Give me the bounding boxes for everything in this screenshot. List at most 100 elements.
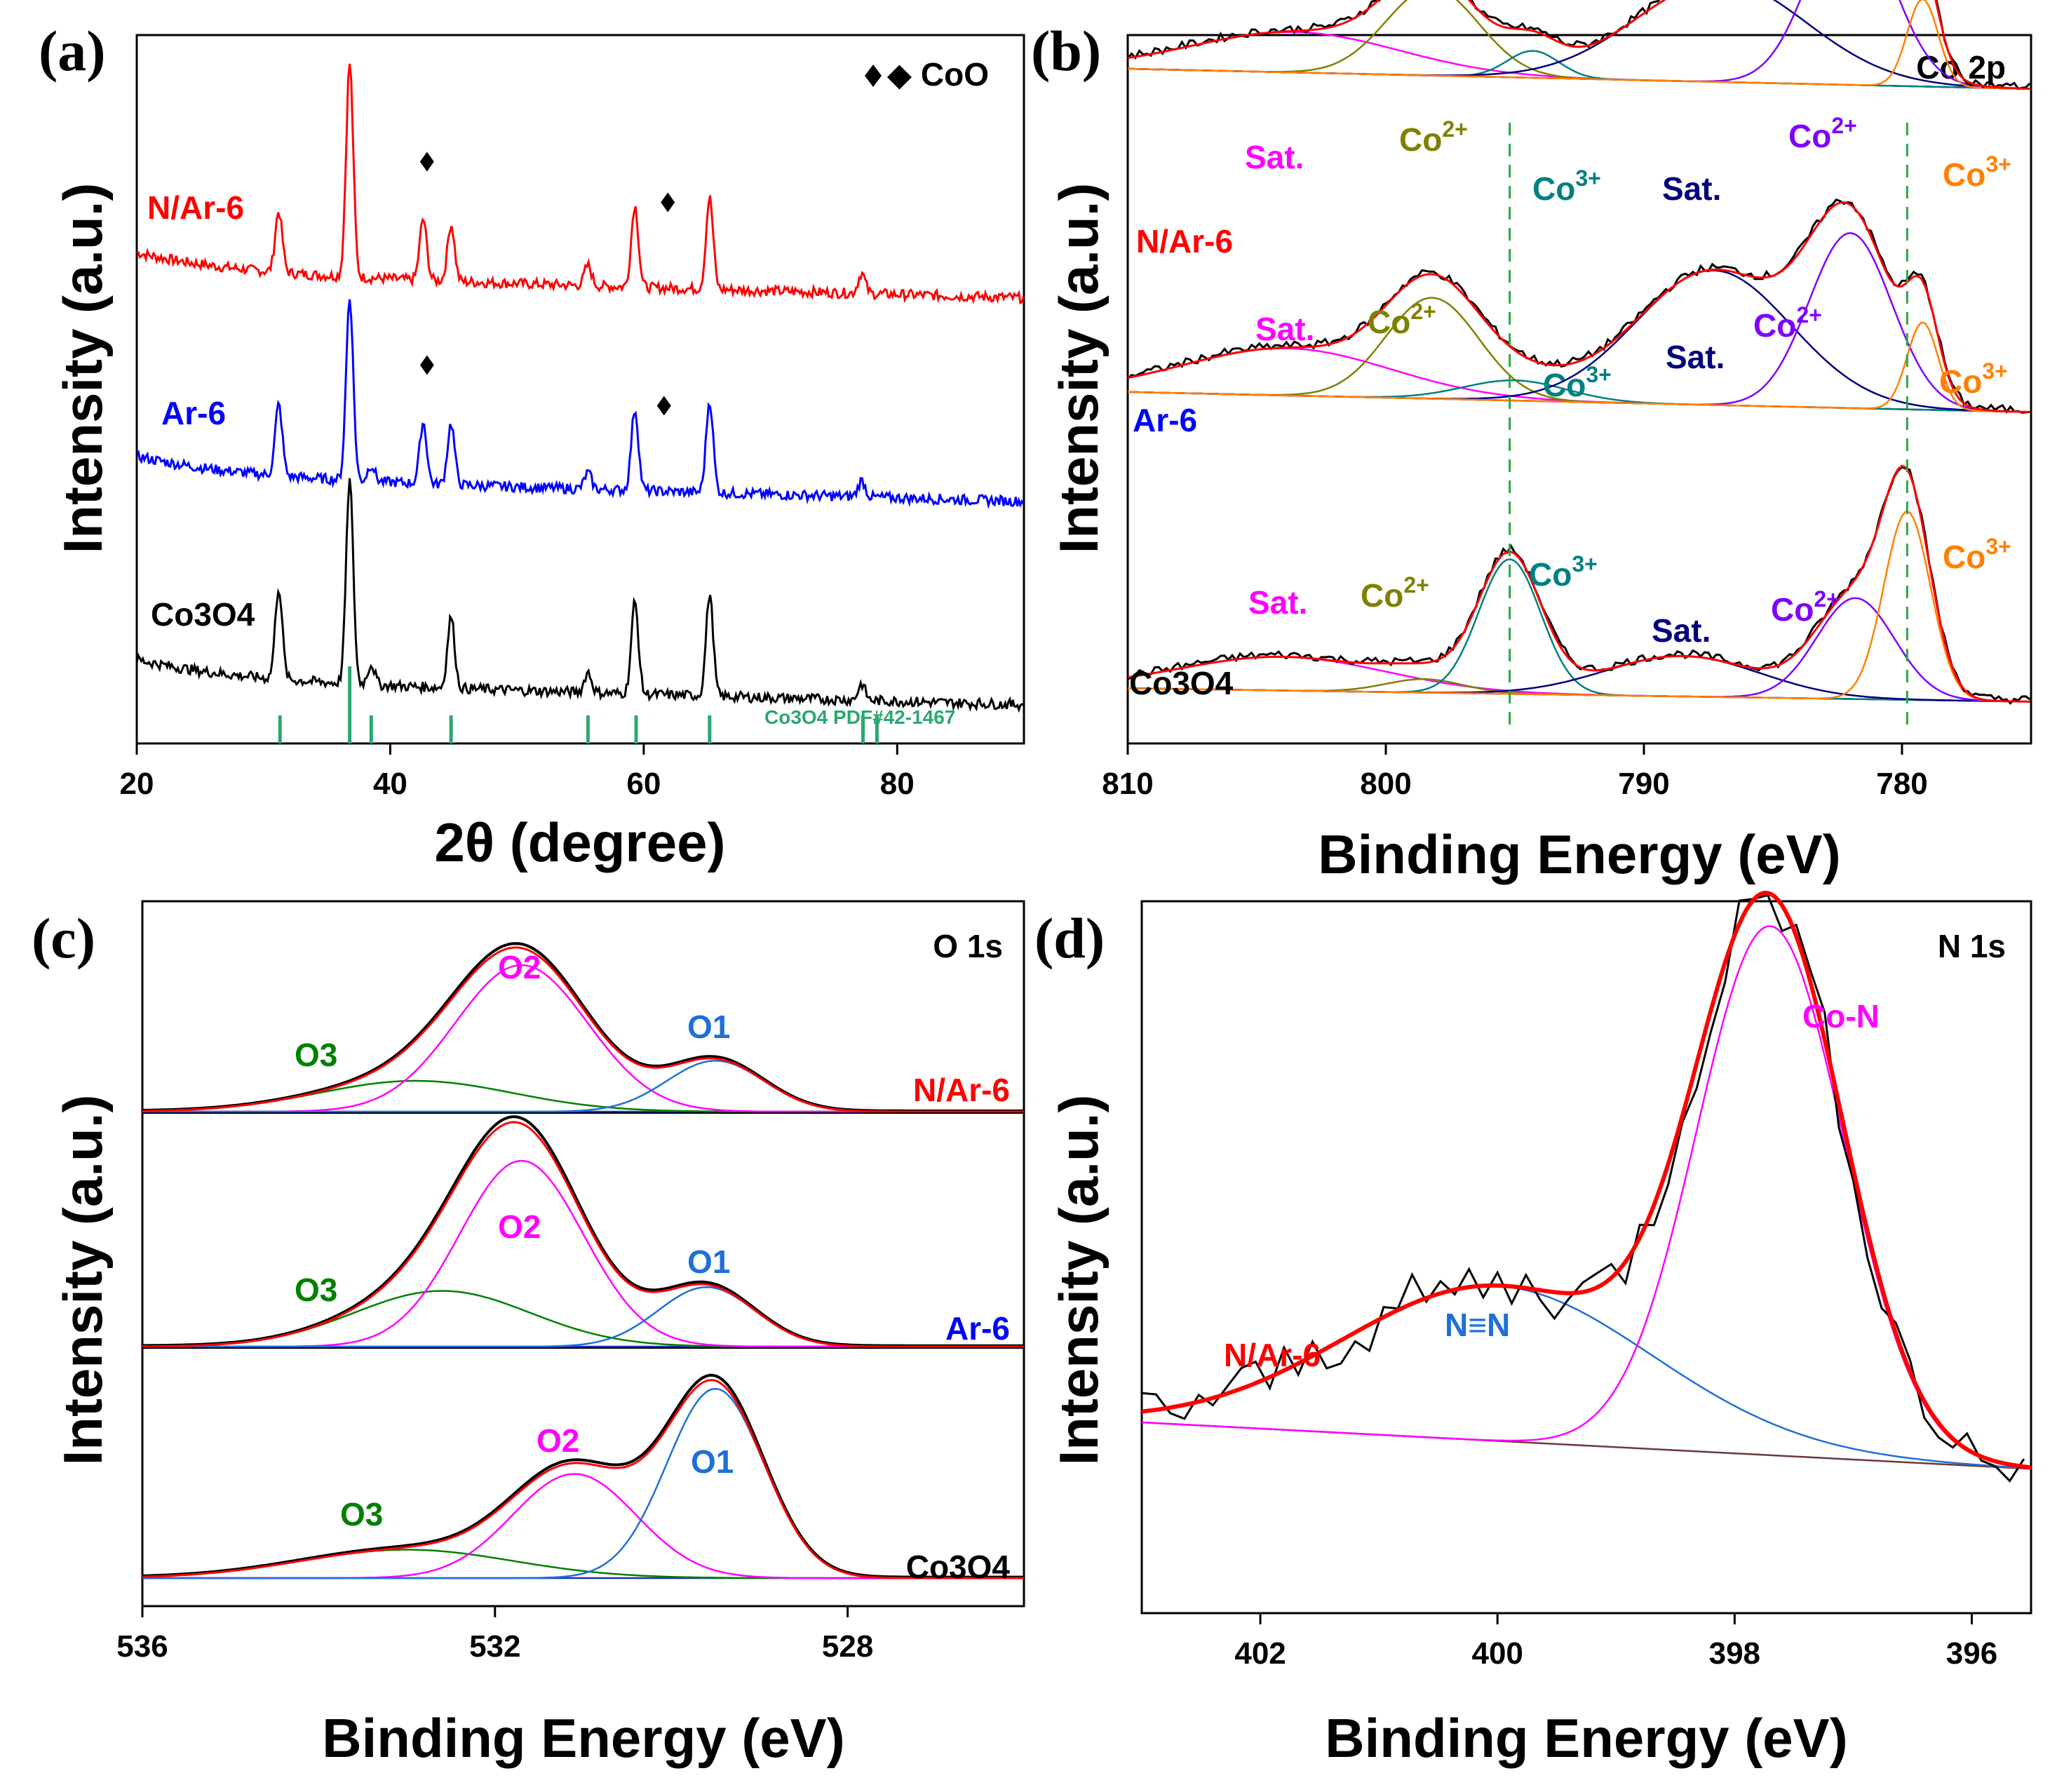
co2p-component	[1127, 0, 2030, 90]
panel-a-reference-lines	[278, 666, 879, 743]
peak-label: Co2+	[1368, 299, 1436, 340]
o1s-peak-label: O3	[340, 1496, 383, 1532]
o1s-peak-label: O2	[498, 949, 541, 985]
panel-a-tick-label: 20	[120, 767, 154, 801]
o1s-fit-envelope	[142, 1121, 1024, 1348]
panel-b-tick-label: 780	[1876, 767, 1927, 801]
coo-diamond-marker	[661, 192, 675, 213]
panel-c-peak-labels: O3 O2 O1 O3 O2 O1 O3 O2 O1	[295, 949, 734, 1532]
peak-label: Sat.	[1662, 170, 1721, 207]
panel-a-tick-label: 40	[373, 767, 407, 801]
peak-label: Sat.	[1245, 139, 1304, 175]
panel-c-xlabel: Binding Energy (eV)	[322, 1707, 844, 1769]
panel-a-legend-text: ◆ CoO	[887, 56, 989, 93]
panel-a-series-label-ar-6: Ar-6	[161, 395, 226, 431]
o1s-peak-label: O1	[691, 1443, 734, 1480]
co2p-component	[1127, 0, 2030, 90]
peak-label: Sat.	[1666, 339, 1725, 375]
panel-c-title: O 1s	[933, 928, 1003, 964]
panel-a-label: (a)	[39, 19, 106, 83]
panel-d-tick-label: 400	[1471, 1636, 1523, 1671]
panel-c-tick-label: 536	[116, 1629, 168, 1664]
panel-a-legend: ◆ CoO	[887, 56, 989, 93]
co2p-fit-envelope	[1127, 464, 2030, 703]
panel-d-xticks: 402 400 398 396	[1234, 1613, 1997, 1671]
peak-label: Co2+	[1361, 572, 1429, 614]
co2p-component	[1127, 0, 2030, 90]
xrd-series-2	[135, 478, 1025, 713]
co2p-component	[1127, 511, 2030, 703]
co2p-fit-envelope	[1127, 201, 2030, 413]
panel-b-tick-label: 810	[1102, 767, 1153, 801]
panel-c-series-label-co3o4: Co3O4	[906, 1549, 1011, 1585]
peak-label: Sat.	[1652, 612, 1711, 649]
panel-b-xlabel: Binding Energy (eV)	[1318, 823, 1840, 885]
peak-label: Co3+	[1529, 551, 1598, 593]
co2p-fit-envelope	[1127, 0, 2030, 90]
o1s-peak-label: O3	[295, 1272, 337, 1308]
panel-a-xticks: 20 40 60 80	[120, 743, 915, 801]
n1s-component	[1141, 1285, 2032, 1469]
peak-label: Co2+	[1771, 586, 1840, 628]
panel-b-series-label-n-ar-6: N/Ar-6	[1136, 223, 1233, 260]
n1s-raw-data	[1141, 894, 2025, 1483]
panel-d-xlabel: Binding Energy (eV)	[1325, 1707, 1847, 1769]
n1s-fit-envelope	[1141, 890, 2032, 1470]
peak-label: Sat.	[1255, 311, 1314, 347]
o1s-fit-envelope	[142, 946, 1024, 1113]
panel-b-series-label-ar-6: Ar-6	[1133, 402, 1197, 438]
panel-b-peak-labels: Sat. Co2+ Co3+ Sat. Co2+ Co3+ Sat. Co2+ Co3+ Sat.…	[1245, 113, 2011, 649]
panel-d: (d) Intensity (a.u.) N 1s 402 400 398 396 N…	[1034, 890, 2032, 1769]
panel-b-spectra	[1126, 0, 2031, 705]
o1s-component	[142, 964, 1024, 1113]
panel-a: (a) Intensity (a.u.) 20 40 60 80 ◆ CoO Co3O…	[39, 19, 1025, 873]
peak-label: Co3+	[1532, 166, 1601, 207]
panel-c-frame	[141, 900, 1025, 1608]
o1s-peak-label: O2	[537, 1422, 579, 1459]
panel-b-series-label-co3o4: Co3O4	[1129, 665, 1234, 701]
o1s-peak-label: O3	[295, 1037, 337, 1073]
panel-b-frame	[1126, 34, 2032, 745]
co2p-component	[1127, 558, 2030, 703]
peak-label: Co3+	[1939, 358, 2008, 400]
peak-label: Co2+	[1753, 302, 1822, 344]
co2p-raw-data	[1126, 0, 2031, 90]
panel-c-tick-label: 528	[822, 1629, 873, 1664]
co2p-component	[1127, 31, 2030, 90]
panel-c: (c) Intensity (a.u.) O 1s 536 532 528 O3 O2…	[32, 900, 1025, 1769]
panel-a-tick-label: 80	[880, 767, 915, 801]
panel-d-peak-label-nn: N≡N	[1445, 1307, 1510, 1343]
coo-diamond-marker	[656, 396, 671, 416]
panel-c-ylabel: Intensity (a.u.)	[52, 1095, 114, 1466]
peak-label: Co3+	[1543, 362, 1612, 403]
panel-a-tick-label: 60	[626, 767, 661, 801]
peak-label: Co2+	[1788, 113, 1857, 154]
panel-a-series-label-n-ar-6: N/Ar-6	[147, 189, 244, 226]
panel-a-frame	[135, 34, 1025, 745]
o1s-fit-envelope	[142, 1379, 1024, 1579]
panel-d-ylabel: Intensity (a.u.)	[1048, 1095, 1110, 1466]
o1s-peak-label: O2	[498, 1208, 541, 1245]
o1s-component	[142, 1387, 1024, 1579]
co2p-component	[1127, 0, 2030, 90]
panel-c-tick-label: 532	[469, 1629, 520, 1664]
o1s-component	[142, 1079, 1024, 1113]
peak-label: Sat.	[1248, 584, 1307, 621]
panel-c-series-label-ar-6: Ar-6	[945, 1310, 1010, 1347]
panel-c-xticks: 536 532 528	[116, 1606, 873, 1664]
peak-label: Co3+	[1943, 534, 2011, 575]
panel-a-reference-label: Co3O4 PDF#42-1467	[764, 706, 955, 728]
panel-d-tick-label: 398	[1709, 1636, 1760, 1671]
panel-b-reference-dashes	[1509, 123, 1908, 729]
panel-d-title: N 1s	[1938, 928, 2006, 964]
panel-a-ylabel: Intensity (a.u.)	[52, 183, 114, 554]
panel-d-tick-label: 396	[1946, 1636, 1997, 1671]
coo-diamond-marker	[419, 355, 434, 375]
panel-d-series-label: N/Ar-6	[1224, 1337, 1321, 1373]
legend-diamond-icon	[865, 65, 882, 87]
panel-d-spectra	[1141, 890, 2032, 1483]
o1s-peak-label: O1	[687, 1009, 730, 1045]
o1s-raw-data	[142, 1373, 1024, 1579]
panel-a-xlabel: 2θ (degree)	[435, 811, 726, 873]
o1s-component	[142, 1159, 1024, 1348]
